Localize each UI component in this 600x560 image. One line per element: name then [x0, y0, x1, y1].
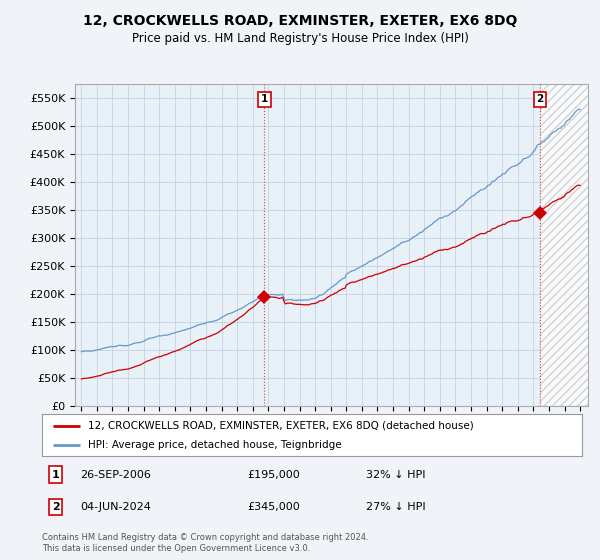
- Text: 04-JUN-2024: 04-JUN-2024: [80, 502, 151, 512]
- Text: 12, CROCKWELLS ROAD, EXMINSTER, EXETER, EX6 8DQ (detached house): 12, CROCKWELLS ROAD, EXMINSTER, EXETER, …: [88, 421, 473, 431]
- Text: 1: 1: [261, 94, 268, 104]
- Text: 12, CROCKWELLS ROAD, EXMINSTER, EXETER, EX6 8DQ: 12, CROCKWELLS ROAD, EXMINSTER, EXETER, …: [83, 14, 517, 28]
- Text: 2: 2: [536, 94, 544, 104]
- Text: Price paid vs. HM Land Registry's House Price Index (HPI): Price paid vs. HM Land Registry's House …: [131, 32, 469, 45]
- Text: £195,000: £195,000: [247, 470, 300, 479]
- Text: Contains HM Land Registry data © Crown copyright and database right 2024.
This d: Contains HM Land Registry data © Crown c…: [42, 533, 368, 553]
- Text: 32% ↓ HPI: 32% ↓ HPI: [366, 470, 425, 479]
- Text: 2: 2: [52, 502, 59, 512]
- Text: £345,000: £345,000: [247, 502, 300, 512]
- Text: HPI: Average price, detached house, Teignbridge: HPI: Average price, detached house, Teig…: [88, 440, 341, 450]
- Text: 26-SEP-2006: 26-SEP-2006: [80, 470, 151, 479]
- Text: 27% ↓ HPI: 27% ↓ HPI: [366, 502, 425, 512]
- Text: 1: 1: [52, 470, 59, 479]
